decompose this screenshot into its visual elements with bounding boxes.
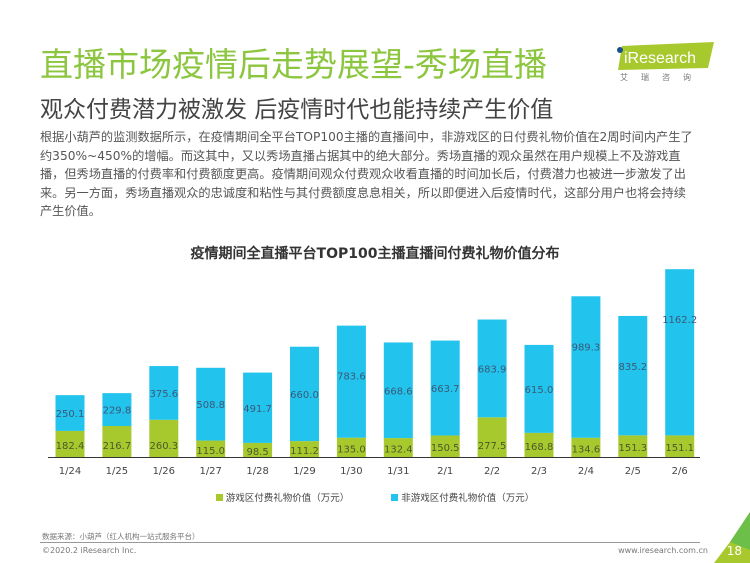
data-label-nongame: 615.0	[525, 385, 554, 396]
data-label-nongame: 683.9	[478, 364, 507, 375]
x-tick-label: 1/30	[340, 466, 362, 477]
data-label-nongame: 989.3	[572, 342, 601, 353]
data-label-game: 216.7	[103, 441, 132, 452]
data-label-game: 260.3	[149, 441, 178, 452]
bar-game	[243, 442, 273, 457]
bar-nongame	[243, 372, 273, 443]
bar-game	[290, 441, 319, 457]
bar-game	[524, 432, 554, 457]
bar-game	[196, 440, 226, 457]
bar-nongame	[571, 296, 601, 438]
bar-nongame	[477, 319, 507, 418]
chart-title: 疫情期间全直播平台TOP100主播直播间付费礼物价值分布	[190, 246, 560, 262]
bar-game	[618, 435, 648, 457]
data-label-nongame: 508.8	[196, 400, 225, 411]
data-source: 数据来源：小葫芦（红人机构一站式服务平台）	[42, 532, 200, 541]
page-title: 直播市场疫情后走势展望-秀场直播	[40, 45, 547, 84]
logo-text: iResearch	[624, 50, 696, 67]
data-label-nongame: 660.0	[290, 390, 319, 401]
bar-game	[336, 437, 366, 457]
legend-label: 游戏区付费礼物价值（万元）	[225, 493, 350, 504]
x-tick-label: 1/24	[59, 466, 81, 477]
x-tick-label: 2/1	[437, 466, 453, 477]
data-label-nongame: 1162.2	[662, 315, 697, 326]
data-label-nongame: 250.1	[56, 409, 85, 420]
body-line: 来。另一方面，秀场直播观众的忠诚度和粘性与其付费额度息息相关，所以即便进入后疫情…	[40, 185, 686, 200]
body-line: 根据小葫芦的监测数据所示，在疫情期间全平台TOP100主播的直播间中，非游戏区的…	[40, 130, 693, 144]
x-tick-label: 2/6	[672, 466, 688, 477]
logo-subtitle: 艾瑞咨询	[620, 73, 704, 82]
bar-game	[430, 435, 460, 457]
legend-swatch	[391, 494, 399, 501]
data-label-nongame: 491.7	[243, 404, 272, 415]
x-tick-label: 1/25	[106, 466, 128, 477]
corner-decoration	[714, 512, 750, 563]
x-tick-label: 1/26	[153, 466, 175, 477]
body-line: 播，但秀场直播的付费率和付费额度更高。疫情期间观众付费观众收看直播的时间加长后，…	[40, 167, 686, 181]
x-tick-label: 1/29	[293, 466, 315, 477]
bar-game	[383, 438, 413, 457]
bar-nongame	[102, 393, 132, 427]
data-label-game: 150.5	[431, 443, 460, 454]
bar-nongame	[336, 325, 366, 438]
data-label-game: 115.0	[196, 446, 225, 457]
legend-item-nongame: 非游戏区付费礼物价值（万元）	[391, 490, 534, 504]
legend-label: 非游戏区付费礼物价值（万元）	[401, 493, 535, 504]
bar-game	[55, 430, 85, 457]
bar-game	[665, 435, 695, 457]
x-tick-label: 2/5	[625, 466, 641, 477]
x-tick-label: 2/3	[531, 466, 547, 477]
bar-nongame	[524, 344, 554, 433]
data-label-game: 134.6	[572, 444, 601, 455]
iresearch-logo: iResearch	[617, 42, 714, 70]
bar-nongame	[149, 366, 179, 420]
x-tick-label: 1/28	[246, 466, 268, 477]
data-label-game: 182.4	[56, 441, 85, 452]
legend-item-game: 游戏区付费礼物价值（万元）	[215, 490, 350, 504]
bar-nongame	[618, 315, 648, 436]
data-label-game: 135.0	[337, 444, 366, 455]
chart-legend: 游戏区付费礼物价值（万元） 非游戏区付费礼物价值（万元）	[0, 490, 750, 504]
bar-game	[571, 437, 601, 457]
data-label-game: 277.5	[478, 441, 507, 452]
data-label-nongame: 835.2	[618, 362, 647, 373]
data-label-game: 98.5	[246, 447, 268, 458]
page-number: 18	[726, 544, 742, 558]
bar-nongame	[55, 395, 85, 431]
data-label-nongame: 663.7	[431, 384, 460, 395]
x-tick-label: 2/2	[484, 466, 500, 477]
x-tick-label: 1/27	[199, 466, 221, 477]
bar-nongame	[196, 367, 226, 441]
data-label-nongame: 783.6	[337, 372, 366, 383]
page-subtitle: 观众付费潜力被激发 后疫情时代也能持续产生价值	[40, 97, 554, 123]
data-label-game: 151.1	[665, 443, 694, 454]
data-label-game: 151.3	[618, 443, 647, 454]
bar-nongame	[430, 340, 460, 436]
body-text: 根据小葫芦的监测数据所示，在疫情期间全平台TOP100主播的直播间中，非游戏区的…	[40, 128, 720, 221]
bar-nongame	[383, 342, 413, 439]
body-line: 约350%~450%的增幅。而这其中，又以秀场直播占据其中的绝大部分。秀场直播的…	[40, 148, 681, 163]
data-label-game: 132.4	[384, 445, 413, 456]
x-tick-label: 2/4	[578, 466, 594, 477]
legend-swatch	[215, 494, 223, 501]
website-link[interactable]: www.iresearch.com.cn	[618, 546, 708, 555]
data-label-nongame: 668.6	[384, 386, 413, 397]
copyright: ©2020.2 iResearch Inc.	[42, 546, 137, 555]
bar-nongame	[290, 346, 319, 442]
data-label-nongame: 375.6	[149, 389, 178, 400]
body-line: 产生价值。	[40, 204, 101, 218]
footer-divider	[40, 542, 700, 543]
data-label-game: 168.8	[525, 442, 554, 453]
bar-game	[149, 419, 179, 457]
bar-nongame	[665, 269, 695, 436]
x-tick-label: 1/31	[387, 466, 409, 477]
data-label-nongame: 229.8	[103, 406, 132, 417]
bar-game	[102, 426, 132, 457]
data-label-game: 111.2	[290, 446, 319, 457]
bar-game	[477, 417, 507, 457]
